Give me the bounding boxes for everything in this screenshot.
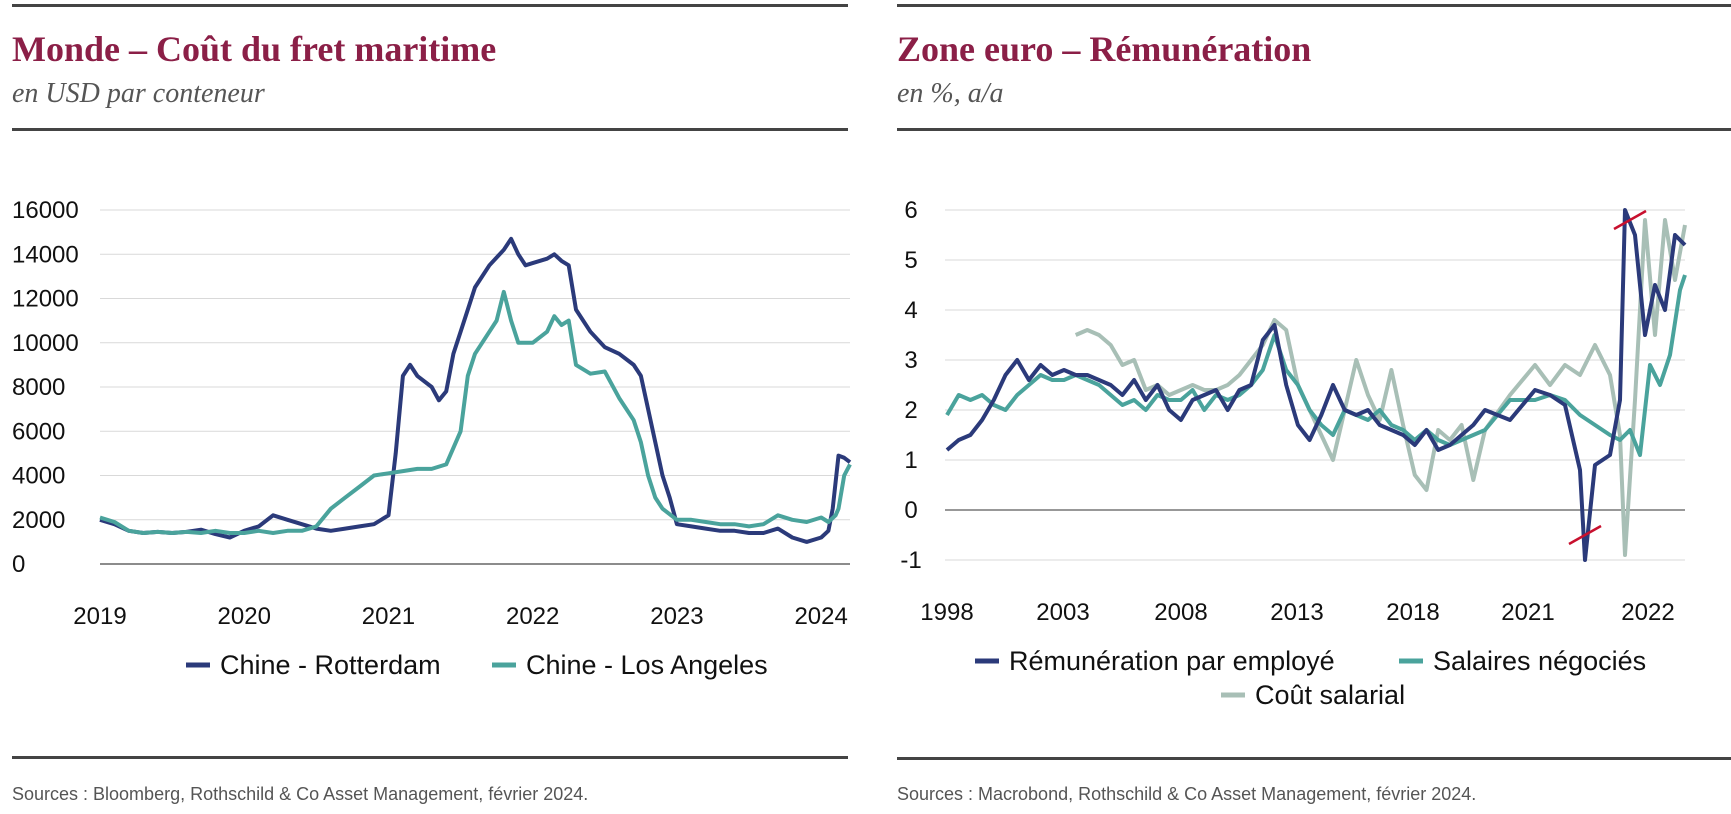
freight-chart: 0 2000 4000 6000 8000 10000 12000 14000 16000 201… — [12, 197, 852, 680]
legend-label: Chine - Rotterdam — [220, 650, 441, 680]
y-tick-label: 0 — [12, 551, 25, 578]
series-line-1 — [99, 289, 852, 535]
y-tick-label: 4 — [904, 297, 917, 324]
header-rule — [12, 128, 848, 131]
legend-label: Salaires négociés — [1433, 646, 1646, 676]
legend-label: Coût salarial — [1255, 680, 1405, 710]
x-tick-label: 2020 — [218, 603, 271, 630]
top-rule — [12, 4, 848, 7]
chart-title: Monde – Coût du fret maritime — [12, 29, 497, 69]
top-rule — [897, 4, 1731, 7]
chart-subtitle: en USD par conteneur — [12, 78, 265, 109]
y-tick-label: 12000 — [12, 286, 79, 313]
y-tick-label: 4000 — [12, 463, 65, 490]
y-tick-label: 0 — [904, 497, 917, 524]
x-tick-label: 2013 — [1270, 599, 1323, 626]
x-tick-label: 2021 — [1501, 599, 1554, 626]
y-tick-label: 1 — [904, 447, 917, 474]
chart-source: Sources : Bloomberg, Rothschild & Co Ass… — [12, 784, 589, 804]
x-tick-label: 2019 — [73, 603, 126, 630]
compensation-chart: -1 0 1 2 3 4 5 6 1998 2003 2008 2013 2018 2021 2022 Rém… — [900, 197, 1687, 710]
footer-rule — [12, 756, 848, 759]
x-tick-label: 2022 — [1621, 599, 1674, 626]
y-tick-label: 8000 — [12, 374, 65, 401]
axis-break-mark — [1568, 524, 1602, 546]
x-tick-label: 2018 — [1386, 599, 1439, 626]
x-tick-label: 2024 — [794, 603, 847, 630]
x-tick-label: 2021 — [362, 603, 415, 630]
x-tick-label: 2003 — [1036, 599, 1089, 626]
y-tick-label: 2000 — [12, 507, 65, 534]
axis-break-mark — [1613, 209, 1647, 231]
legend-label: Rémunération par employé — [1009, 646, 1335, 676]
y-tick-label: 5 — [904, 247, 917, 274]
y-tick-label: 2 — [904, 397, 917, 424]
series-line-0 — [945, 208, 1687, 562]
series-line-1 — [945, 274, 1687, 457]
y-tick-label: 10000 — [12, 330, 79, 357]
y-tick-label: 3 — [904, 347, 917, 374]
chart-subtitle: en %, a/a — [897, 78, 1004, 109]
x-tick-label: 2023 — [650, 603, 703, 630]
chart-title: Zone euro – Rémunération — [897, 29, 1312, 69]
x-tick-label: 1998 — [920, 599, 973, 626]
chart-source: Sources : Macrobond, Rothschild & Co Ass… — [897, 784, 1477, 804]
y-tick-label: 6000 — [12, 418, 65, 445]
series-line-0 — [99, 236, 852, 544]
series-line-2 — [1074, 218, 1687, 557]
legend-label: Chine - Los Angeles — [526, 650, 768, 680]
header-rule — [897, 128, 1731, 131]
footer-rule — [897, 757, 1731, 760]
chart-panel-compensation: Zone euro – Rémunération en %, a/a -1 0 1 2… — [885, 0, 1731, 814]
x-tick-label: 2008 — [1154, 599, 1207, 626]
chart-panel-freight: Monde – Coût du fret maritime en USD par… — [0, 0, 860, 814]
y-tick-label: 16000 — [12, 197, 79, 224]
x-tick-label: 2022 — [506, 603, 559, 630]
y-tick-label: 6 — [904, 197, 917, 224]
y-tick-label: 14000 — [12, 241, 79, 268]
y-tick-label: -1 — [900, 547, 921, 574]
